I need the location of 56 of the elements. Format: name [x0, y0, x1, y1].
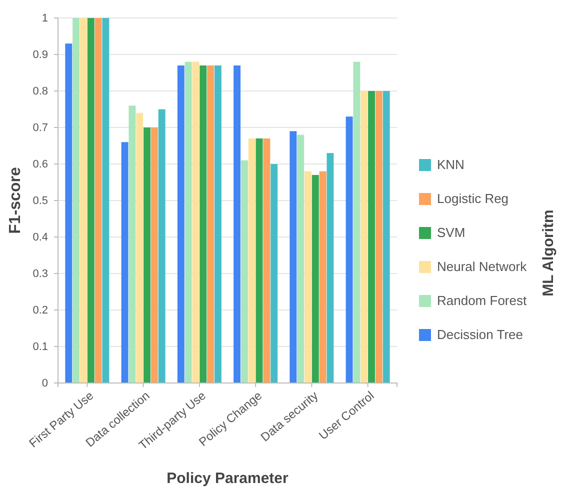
- bar: [290, 131, 297, 383]
- bar: [368, 91, 375, 383]
- legend-label: Decission Tree: [437, 327, 523, 342]
- bar: [177, 65, 184, 383]
- legend-label: Random Forest: [437, 293, 527, 308]
- bar: [312, 174, 319, 383]
- bar: [80, 18, 87, 383]
- bar: [121, 142, 128, 383]
- legend-label: SVM: [437, 225, 466, 240]
- bar: [72, 18, 80, 383]
- y-tick-label: 0.9: [32, 49, 48, 62]
- y-tick-label: 0.2: [32, 304, 48, 317]
- bar: [234, 65, 241, 383]
- bar: [150, 128, 158, 383]
- bar: [192, 62, 200, 383]
- y-tick-label: 0.3: [32, 268, 48, 280]
- bar: [263, 138, 270, 383]
- y-tick-label: 1: [42, 12, 48, 25]
- bar: [200, 65, 207, 383]
- bar: [270, 164, 278, 383]
- y-axis-title: F1-score: [7, 167, 24, 234]
- legend-label: Logistic Reg: [437, 191, 509, 206]
- bar: [326, 153, 334, 383]
- bar: [158, 109, 166, 383]
- bar: [375, 91, 382, 383]
- bar: [207, 65, 214, 383]
- y-tick-label: 0.8: [32, 86, 48, 98]
- bar: [184, 62, 192, 383]
- bar: [353, 62, 360, 383]
- bar: [248, 138, 256, 383]
- bar: [240, 160, 248, 383]
- legend-label: Neural Network: [437, 259, 528, 274]
- y-tick-label: 0.1: [32, 341, 48, 354]
- bar: [102, 18, 110, 383]
- bar: [214, 65, 222, 383]
- bar: [319, 171, 326, 383]
- bar: [297, 134, 304, 383]
- bar: [136, 112, 144, 383]
- legend-title: ML Algoritm: [540, 210, 557, 296]
- bar: [304, 171, 312, 383]
- y-tick-label: 0.7: [32, 122, 48, 134]
- y-tick-label: 0.6: [32, 158, 48, 171]
- bar: [65, 44, 72, 383]
- bar: [360, 91, 368, 383]
- bar: [256, 138, 263, 383]
- legend-label: KNN: [437, 157, 464, 172]
- x-axis-title: Policy Parameter: [166, 470, 289, 487]
- bar: [346, 116, 353, 383]
- y-tick-label: 0.5: [32, 195, 48, 208]
- bar: [128, 106, 136, 383]
- bar: [94, 18, 102, 383]
- bar: [144, 128, 150, 383]
- bar: [382, 91, 390, 383]
- y-tick-label: 0: [42, 378, 48, 390]
- y-tick-label: 0.4: [32, 232, 48, 244]
- bar: [87, 18, 94, 383]
